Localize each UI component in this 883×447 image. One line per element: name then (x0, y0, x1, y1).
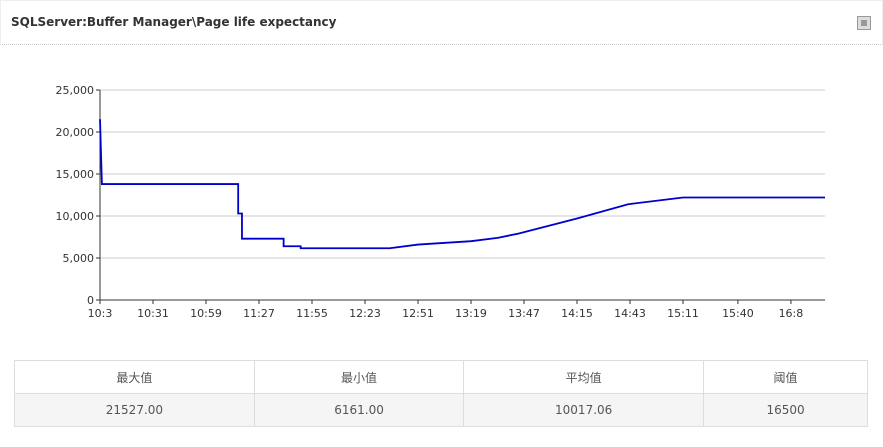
cell: 21527.00 (14, 393, 255, 427)
x-tick-label: 12:51 (402, 307, 434, 320)
chart: 0 5,000 10,000 15,000 20,000 25,000 10:3 10:31 1… (56, 84, 825, 320)
x-tick-label: 15:11 (667, 307, 699, 320)
x-tick-label: 13:19 (455, 307, 487, 320)
x-tick-label: 11:55 (296, 307, 328, 320)
x-tick-label: 15:40 (722, 307, 754, 320)
x-tick-label: 14:15 (561, 307, 593, 320)
cell: 6161.00 (253, 393, 465, 427)
header-cell: 最大值 (14, 360, 255, 394)
x-tick-label: 10:3 (88, 307, 113, 320)
y-tick-label: 25,000 (56, 84, 95, 97)
y-tick-label: 5,000 (63, 252, 95, 265)
x-tick-label: 14:43 (614, 307, 646, 320)
data-line (99, 119, 825, 250)
x-tick-label: 12:23 (349, 307, 381, 320)
y-tick-label: 0 (87, 294, 94, 307)
y-tick-label: 10,000 (56, 210, 95, 223)
cell: 10017.06 (463, 393, 705, 427)
x-tick-label: 11:27 (243, 307, 275, 320)
panel-header: SQLServer:Buffer Manager\Page life expec… (0, 0, 883, 45)
header-cell: 阈值 (703, 360, 868, 394)
header-cell: 最小值 (253, 360, 465, 394)
maximize-button[interactable] (857, 16, 871, 30)
x-tick-label: 10:31 (137, 307, 169, 320)
x-tick-label: 10:59 (190, 307, 222, 320)
y-tick-label: 20,000 (56, 126, 95, 139)
header-cell: 平均值 (463, 360, 705, 394)
y-tick-label: 15,000 (56, 168, 95, 181)
x-tick-label: 13:47 (508, 307, 540, 320)
x-tick-label: 16:8 (779, 307, 804, 320)
cell: 16500 (703, 393, 868, 427)
panel-title: SQLServer:Buffer Manager\Page life expec… (11, 15, 337, 29)
stats-table: 最大值 最小值 平均值 阈值 21527.00 6161.00 10017.06… (14, 360, 868, 427)
table-header: 最大值 最小值 平均值 阈值 (14, 360, 868, 394)
table-row: 21527.00 6161.00 10017.06 16500 (14, 393, 868, 427)
